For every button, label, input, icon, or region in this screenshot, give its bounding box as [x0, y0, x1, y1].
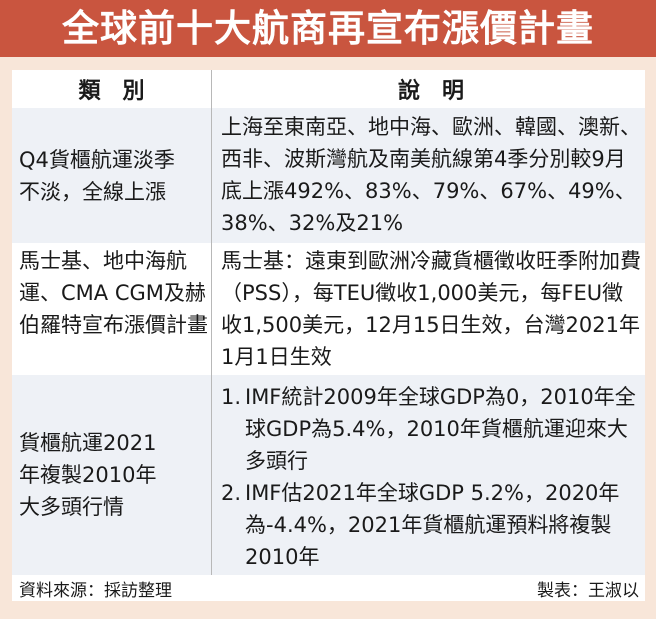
- category-text: 貨櫃航運2021年複製2010年大多頭行情: [19, 431, 157, 519]
- list-number: 2.: [221, 481, 242, 505]
- header-category: 類 別: [12, 70, 212, 108]
- table-row: 馬士基、地中海航運、CMA CGM及赫伯羅特宣布漲價計畫 馬士基：遠東到歐洲冷藏…: [12, 243, 645, 375]
- list-number: 1.: [221, 385, 242, 409]
- list-item: 2. IMF估2021年全球GDP 5.2%，2020年為-4.4%，2021年…: [221, 477, 641, 573]
- category-text: Q4貨櫃航運淡季不淡，全線上漲: [19, 147, 175, 204]
- row-category: Q4貨櫃航運淡季不淡，全線上漲: [12, 108, 212, 243]
- page-title: 全球前十大航商再宣布漲價計畫: [0, 0, 656, 57]
- row-description: 上海至東南亞、地中海、歐洲、韓國、澳新、西非、波斯灣航及南美航線第4季分別較9月…: [221, 115, 641, 235]
- row-category: 馬士基、地中海航運、CMA CGM及赫伯羅特宣布漲價計畫: [12, 243, 212, 375]
- author-credit: 製表：王淑以: [537, 580, 639, 601]
- footer: 資料來源：採訪整理 製表：王淑以: [12, 575, 645, 601]
- list-text: IMF估2021年全球GDP 5.2%，2020年為-4.4%，2021年貨櫃航…: [245, 481, 620, 569]
- category-text: 馬士基、地中海航運、CMA CGM及赫伯羅特宣布漲價計畫: [19, 249, 208, 337]
- table-row: 貨櫃航運2021年複製2010年大多頭行情 1. IMF統計2009年全球GDP…: [12, 375, 645, 575]
- row-category: 貨櫃航運2021年複製2010年大多頭行情: [12, 375, 212, 575]
- description-list: 1. IMF統計2009年全球GDP為0，2010年全球GDP為5.4%，201…: [221, 381, 641, 573]
- list-text: IMF統計2009年全球GDP為0，2010年全球GDP為5.4%，2010年貨…: [245, 385, 636, 473]
- row-description: 1. IMF統計2009年全球GDP為0，2010年全球GDP為5.4%，201…: [212, 375, 645, 575]
- source-credit: 資料來源：採訪整理: [19, 580, 172, 601]
- table-row: Q4貨櫃航運淡季不淡，全線上漲 上海至東南亞、地中海、歐洲、韓國、澳新、西非、波…: [12, 108, 645, 243]
- row-description: 馬士基：遠東到歐洲冷藏貨櫃徵收旺季附加費（PSS），每TEU徵收1,000美元，…: [221, 249, 641, 369]
- table-header-row: 類 別 說 明: [12, 70, 645, 108]
- info-table: 類 別 說 明 Q4貨櫃航運淡季不淡，全線上漲 上海至東南亞、地中海、歐洲、韓國…: [12, 70, 645, 601]
- list-item: 1. IMF統計2009年全球GDP為0，2010年全球GDP為5.4%，201…: [221, 381, 641, 477]
- header-description: 說 明: [397, 79, 464, 104]
